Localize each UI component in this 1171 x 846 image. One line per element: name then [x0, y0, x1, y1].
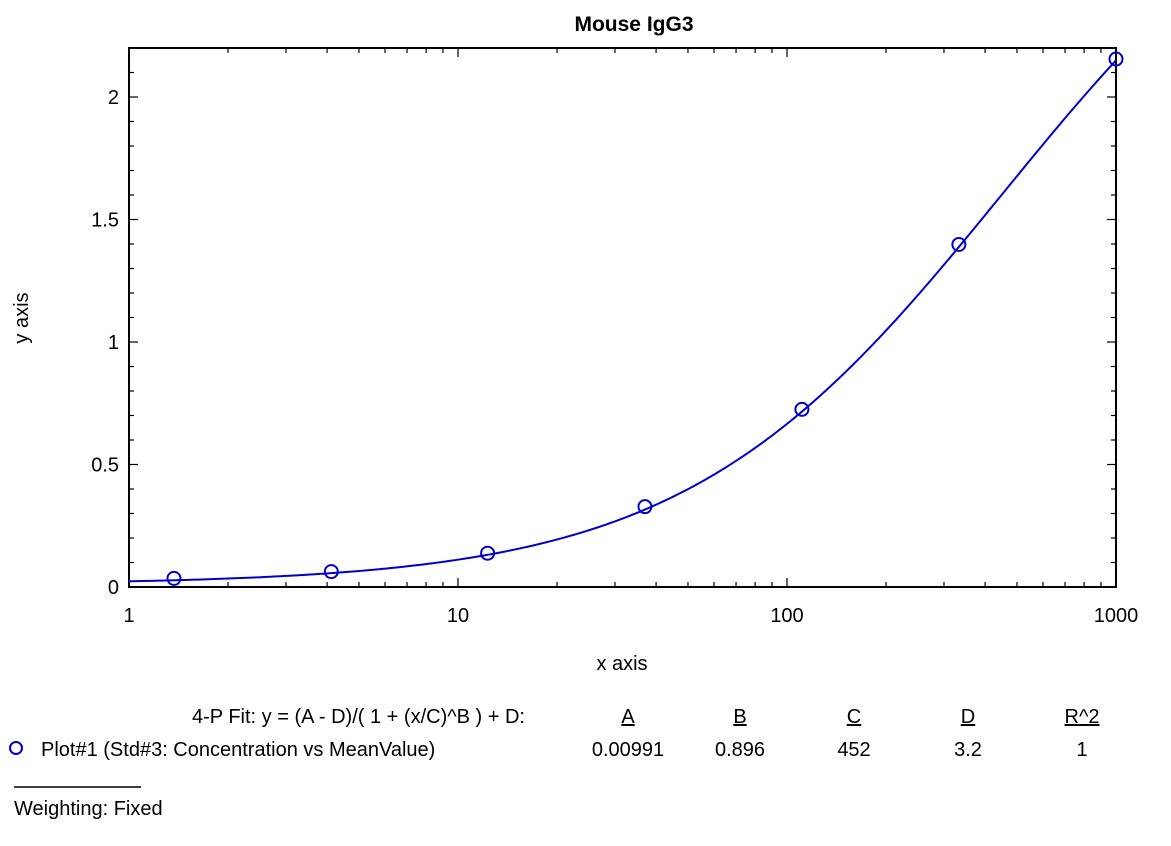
- data-point: [480, 545, 496, 561]
- y-axis-tick-labels: 0 0.5 1 1.5 2: [91, 87, 119, 599]
- data-point: [951, 236, 967, 252]
- chart-title: Mouse IgG3: [574, 13, 693, 36]
- data-point: [166, 570, 182, 586]
- y-tick-label: 1.5: [91, 210, 119, 232]
- x-tick-label: 1000: [1094, 605, 1139, 627]
- fit-curve: [128, 59, 1117, 583]
- x-tick-label: 10: [447, 605, 469, 627]
- y-tick-label: 0.5: [91, 455, 119, 477]
- legend-headers: A B C D R^2: [0, 706, 1171, 730]
- value-a: 0.00991: [591, 739, 665, 761]
- y-axis-label: y axis: [11, 292, 33, 343]
- legend-values: 0.00991 0.896 452 3.2 1: [0, 739, 1171, 763]
- x-axis-ticks: [128, 48, 1117, 587]
- header-c: C: [846, 706, 862, 728]
- data-point: [637, 499, 653, 515]
- header-d: D: [960, 706, 976, 728]
- data-point: [794, 401, 810, 417]
- y-tick-label: 0: [108, 577, 119, 599]
- y-tick-label: 2: [108, 87, 119, 109]
- y-tick-label: 1: [108, 332, 119, 354]
- header-b: B: [733, 706, 747, 728]
- value-c: 452: [837, 739, 871, 761]
- data-point: [1108, 51, 1124, 67]
- y-axis-ticks: [129, 47, 1116, 588]
- fit-equation: 4-P Fit: y = (A - D)/( 1 + (x/C)^B ) + D…: [192, 706, 525, 728]
- value-d: 3.2: [954, 739, 982, 761]
- x-tick-label: 100: [770, 605, 803, 627]
- x-axis-tick-labels: 1 10 100 1000: [123, 605, 1138, 627]
- x-tick-label: 1: [123, 605, 134, 627]
- legend-marker-icon: [9, 741, 23, 755]
- data-points: [166, 51, 1124, 586]
- value-r2: 1: [1076, 739, 1088, 761]
- weighting-label: Weighting: Fixed: [14, 798, 163, 820]
- header-r2: R^2: [1064, 706, 1100, 728]
- header-a: A: [621, 706, 635, 728]
- legend-series-label: Plot#1 (Std#3: Concentration vs MeanValu…: [41, 739, 436, 761]
- value-b: 0.896: [714, 739, 766, 761]
- x-axis-label: x axis: [596, 653, 647, 675]
- data-point: [323, 564, 339, 580]
- plot-frame: [128, 47, 1117, 588]
